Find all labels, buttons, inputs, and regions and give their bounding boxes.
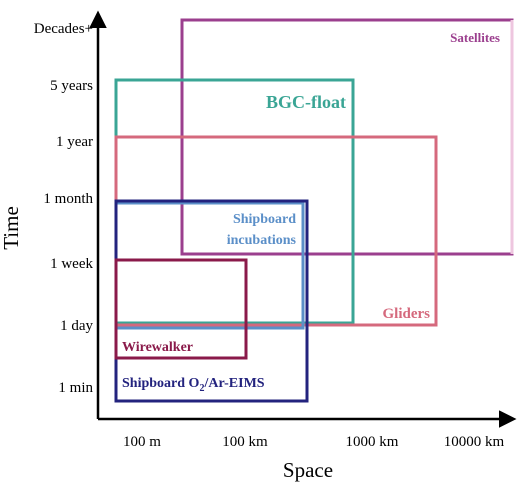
y-tick-label: 1 year — [56, 134, 93, 150]
y-tick-label: 1 month — [43, 191, 93, 207]
shipboard-eims-label: Shipboard O2/Ar-EIMS — [122, 376, 265, 394]
shipboard-eims-label-subscript: 2 — [199, 383, 204, 394]
shipboard-incubations-label: Shipboard — [233, 212, 296, 227]
wirewalker-box — [114, 258, 248, 360]
shipboard-eims-label-suffix: /Ar-EIMS — [203, 376, 264, 391]
x-tick-label: 100 km — [222, 434, 268, 450]
y-tick-label: 1 min — [58, 380, 93, 396]
satellites-label: Satellites — [450, 30, 500, 45]
y-tick-label: 1 day — [60, 318, 93, 334]
shipboard-eims-label-prefix: Shipboard O — [122, 376, 200, 391]
x-tick-label: 100 m — [123, 434, 161, 450]
y-axis-title: Time — [0, 206, 23, 250]
y-tick-label: 1 week — [50, 256, 93, 272]
y-tick-label: Decades+ — [34, 21, 93, 37]
gliders-box — [114, 135, 438, 327]
wirewalker-label: Wirewalker — [122, 340, 193, 355]
x-tick-label: 10000 km — [444, 434, 505, 450]
x-axis-title: Space — [283, 458, 333, 482]
gliders-label: Gliders — [383, 306, 431, 322]
bgc-float-label: BGC-float — [266, 92, 346, 112]
shipboard-eims-box — [114, 199, 309, 403]
x-tick-label: 1000 km — [346, 434, 399, 450]
y-tick-label: 5 years — [50, 78, 93, 94]
shipboard-incubations-label: incubations — [227, 233, 297, 248]
